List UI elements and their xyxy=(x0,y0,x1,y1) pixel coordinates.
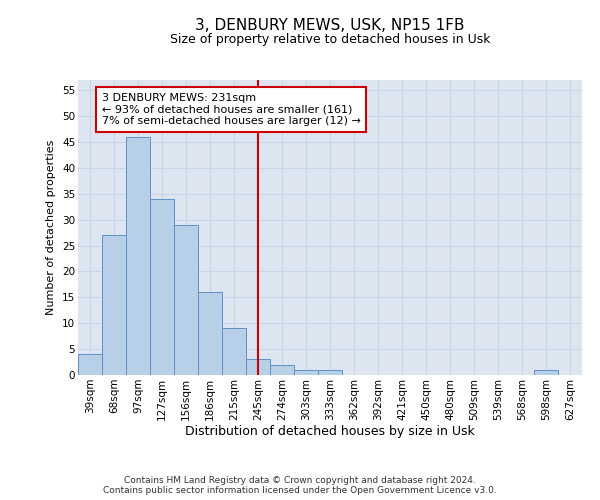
Bar xyxy=(270,364,294,375)
Bar xyxy=(294,370,318,375)
Y-axis label: Number of detached properties: Number of detached properties xyxy=(46,140,56,315)
Text: Contains HM Land Registry data © Crown copyright and database right 2024.: Contains HM Land Registry data © Crown c… xyxy=(124,476,476,485)
Bar xyxy=(534,370,558,375)
Bar xyxy=(198,292,222,375)
Bar xyxy=(318,370,342,375)
Bar xyxy=(246,360,270,375)
X-axis label: Distribution of detached houses by size in Usk: Distribution of detached houses by size … xyxy=(185,426,475,438)
Text: Size of property relative to detached houses in Usk: Size of property relative to detached ho… xyxy=(170,32,490,46)
Bar xyxy=(102,236,126,375)
Bar xyxy=(126,137,150,375)
Bar xyxy=(174,225,198,375)
Text: Contains public sector information licensed under the Open Government Licence v3: Contains public sector information licen… xyxy=(103,486,497,495)
Bar xyxy=(222,328,246,375)
Text: 3, DENBURY MEWS, USK, NP15 1FB: 3, DENBURY MEWS, USK, NP15 1FB xyxy=(195,18,465,32)
Bar xyxy=(150,199,174,375)
Text: 3 DENBURY MEWS: 231sqm
← 93% of detached houses are smaller (161)
7% of semi-det: 3 DENBURY MEWS: 231sqm ← 93% of detached… xyxy=(102,93,361,126)
Bar xyxy=(78,354,102,375)
